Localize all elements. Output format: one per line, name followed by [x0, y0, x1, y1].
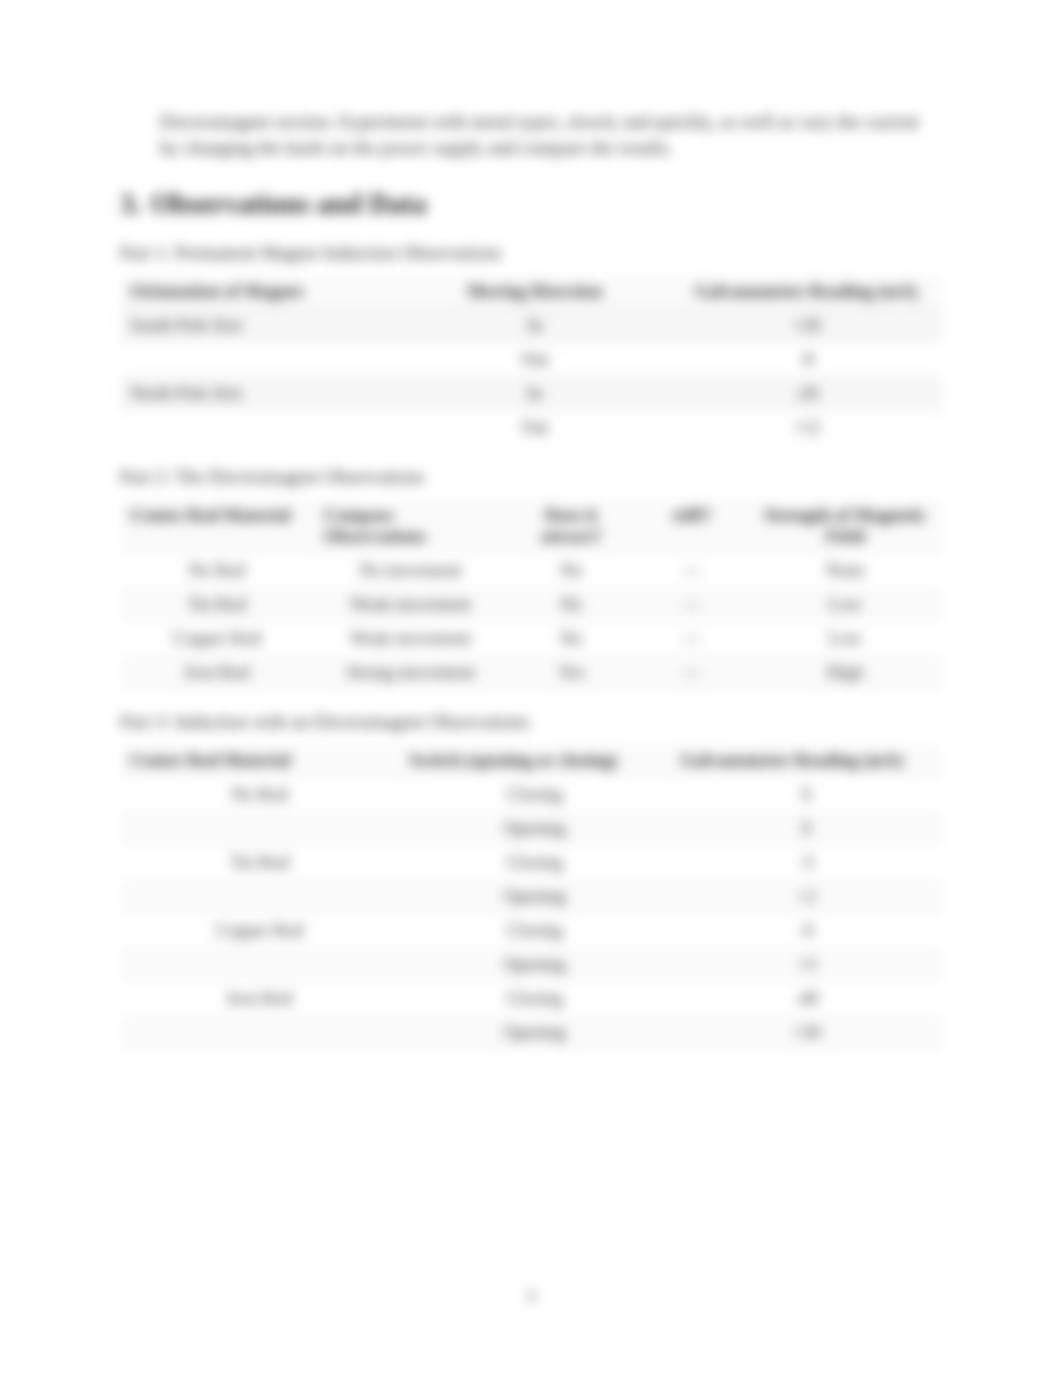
part2-col-1: Compass Observations [314, 499, 508, 554]
part2-table: Center Rod Material Compass Observations… [120, 499, 942, 690]
cell: Weak movement [314, 622, 508, 656]
part3-table: Center Rod Material Switch (opening or c… [120, 744, 942, 1050]
cell: — [635, 554, 748, 588]
part3-label: Part 3: Induction with an Electromagnet … [120, 712, 942, 734]
cell: 0 [671, 812, 942, 846]
cell: Copper Rod [120, 622, 314, 656]
cell: -40 [671, 982, 942, 1016]
cell: Opening [399, 948, 670, 982]
part2-col-0: Center Rod Material [120, 499, 314, 554]
table-row: Iron Rod Strong movement Yes — High [120, 656, 942, 690]
cell: Opening [399, 1016, 670, 1050]
cell: Weak movement [314, 588, 508, 622]
cell: +3 [671, 948, 942, 982]
cell: Tin Rod [120, 588, 314, 622]
cell: No [507, 554, 635, 588]
cell [120, 812, 399, 846]
cell: Closing [399, 982, 670, 1016]
section-heading: 3. Observations and Data [120, 189, 942, 221]
part2-label: Part 2: The Electromagnet Observations [120, 467, 942, 489]
part3-col-1: Switch (opening or closing) [399, 744, 670, 778]
cell: Yes [507, 656, 635, 690]
cell: None [748, 554, 942, 588]
part1-col-direction: Moving Direction [399, 275, 670, 309]
table-row: Opening +2 [120, 880, 942, 914]
section-title: Observations and Data [151, 189, 426, 221]
cell: -8 [671, 343, 942, 377]
cell: — [635, 588, 748, 622]
cell [120, 343, 399, 377]
cell: +12 [671, 411, 942, 445]
table-row: North Pole first In -20 [120, 377, 942, 411]
cell: Out [399, 411, 670, 445]
table-row: Out -8 [120, 343, 942, 377]
table-row: Opening +20 [120, 1016, 942, 1050]
cell: Closing [399, 846, 670, 880]
cell: — [635, 656, 748, 690]
cell [120, 1016, 399, 1050]
cell: Out [399, 343, 670, 377]
cell: Copper Rod [120, 914, 399, 948]
cell: No movement [314, 554, 508, 588]
cell: No [507, 622, 635, 656]
table-row: Opening +3 [120, 948, 942, 982]
cell: Closing [399, 914, 670, 948]
cell: North Pole first [120, 377, 399, 411]
cell: High [748, 656, 942, 690]
cell: Low [748, 588, 942, 622]
cell: — [635, 622, 748, 656]
intro-paragraph: Electromagnet section. Experiment with m… [160, 110, 942, 161]
part1-col-orientation: Orientation of Magnet [120, 275, 399, 309]
table-row: Out +12 [120, 411, 942, 445]
table-row: Iron Rod Closing -40 [120, 982, 942, 1016]
section-number: 3. [120, 189, 141, 221]
cell [120, 411, 399, 445]
table-row: Tin Rod Weak movement No — Low [120, 588, 942, 622]
cell: No Rod [120, 778, 399, 812]
cell: Tin Rod [120, 846, 399, 880]
cell: Closing [399, 778, 670, 812]
table-row: Opening 0 [120, 812, 942, 846]
cell: +20 [671, 309, 942, 343]
part3-col-0: Center Rod Material [120, 744, 399, 778]
part1-col-reading: Galvanometer Reading (mA) [671, 275, 942, 309]
cell: Low [748, 622, 942, 656]
part1-label: Part 1: Permanent Magnet Induction Obser… [120, 243, 942, 265]
cell: 0 [671, 778, 942, 812]
part2-col-3: stiff? [635, 499, 748, 554]
table-row: Copper Rod Weak movement No — Low [120, 622, 942, 656]
cell: Opening [399, 880, 670, 914]
cell: Iron Rod [120, 982, 399, 1016]
cell [120, 948, 399, 982]
cell: -20 [671, 377, 942, 411]
cell: Iron Rod [120, 656, 314, 690]
cell: Opening [399, 812, 670, 846]
cell: No [507, 588, 635, 622]
cell: No Rod [120, 554, 314, 588]
table-row: Copper Rod Closing -6 [120, 914, 942, 948]
cell: +20 [671, 1016, 942, 1050]
table-row: No Rod No movement No — None [120, 554, 942, 588]
cell: -6 [671, 914, 942, 948]
page: Electromagnet section. Experiment with m… [0, 0, 1062, 1377]
cell: In [399, 309, 670, 343]
part3-col-2: Galvanometer Reading (mA) [671, 744, 942, 778]
cell: In [399, 377, 670, 411]
cell: Strong movement [314, 656, 508, 690]
cell: +2 [671, 880, 942, 914]
table-row: No Rod Closing 0 [120, 778, 942, 812]
cell [120, 880, 399, 914]
part2-col-2: Does it attract? [507, 499, 635, 554]
cell: -5 [671, 846, 942, 880]
table-row: South Pole first In +20 [120, 309, 942, 343]
part2-col-4: Strength of Magnetic Field [748, 499, 942, 554]
cell: South Pole first [120, 309, 399, 343]
part1-table: Orientation of Magnet Moving Direction G… [120, 275, 942, 445]
page-number: 3 [0, 1286, 1062, 1307]
table-row: Tin Rod Closing -5 [120, 846, 942, 880]
